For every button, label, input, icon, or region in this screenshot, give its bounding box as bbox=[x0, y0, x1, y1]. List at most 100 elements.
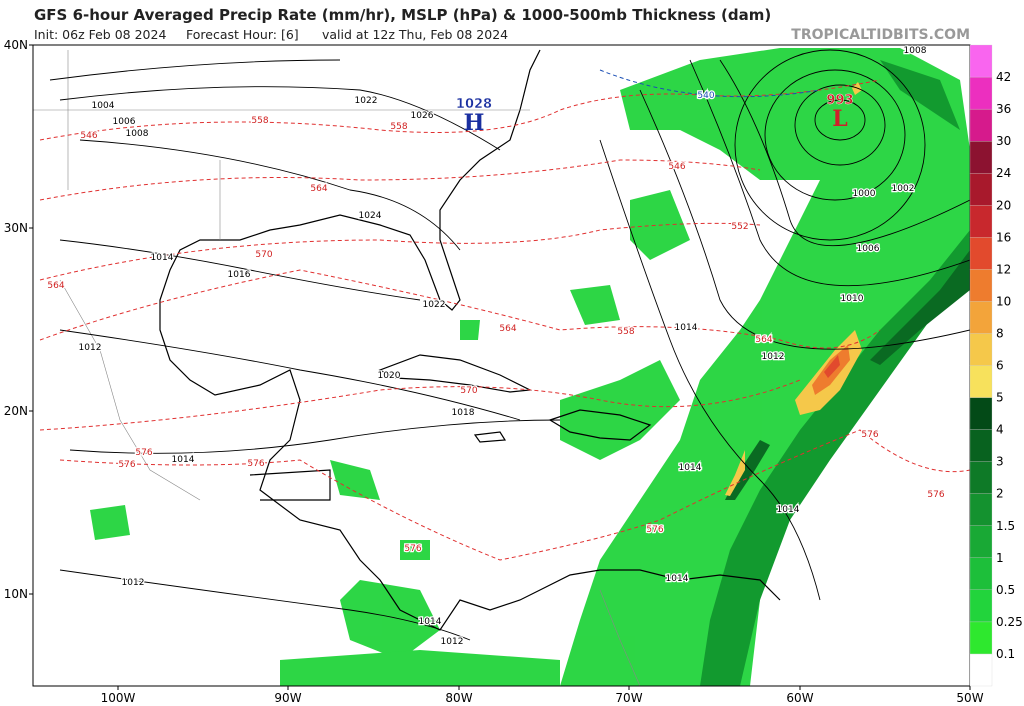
thickness-label: 576 bbox=[247, 459, 264, 469]
colorbar-cell bbox=[969, 140, 993, 174]
thickness-label: 546 bbox=[668, 162, 685, 172]
thickness-label: 564 bbox=[310, 184, 327, 194]
lon-label: 70W bbox=[615, 691, 642, 705]
isobar-label: 1014 bbox=[151, 253, 174, 263]
thickness-label: 540 bbox=[697, 91, 714, 101]
colorbar-label: 1.5 bbox=[996, 519, 1015, 533]
colorbar-label: 0.1 bbox=[996, 647, 1015, 661]
colorbar-cell bbox=[969, 365, 993, 398]
colorbar-cell bbox=[969, 621, 993, 655]
isobar-label: 1014 bbox=[666, 574, 689, 584]
pressure-letter: L bbox=[832, 106, 847, 132]
thickness-label: 570 bbox=[460, 386, 477, 396]
borders bbox=[33, 50, 641, 686]
thickness-label: 576 bbox=[118, 460, 135, 470]
colorbar-cell bbox=[969, 589, 993, 623]
init-time: Init: 06z Feb 08 2024 bbox=[34, 27, 166, 42]
thickness-label: 576 bbox=[646, 525, 663, 535]
colorbar-cell bbox=[969, 333, 993, 366]
lat-label: 40N bbox=[4, 38, 28, 52]
colorbar-cell bbox=[969, 173, 993, 206]
isobar-label: 1004 bbox=[92, 101, 115, 111]
colorbar-cell bbox=[969, 429, 993, 462]
thickness-label: 576 bbox=[135, 448, 152, 458]
colorbar-label: 8 bbox=[996, 326, 1004, 340]
forecast-hour: Forecast Hour: [6] bbox=[186, 27, 299, 42]
thickness-540 bbox=[599, 69, 821, 98]
colorbar-cell bbox=[969, 44, 993, 78]
colorbar-label: 2 bbox=[996, 487, 1004, 501]
isobar-label: 1020 bbox=[378, 371, 401, 381]
thickness-label: 564 bbox=[755, 335, 772, 345]
coastlines bbox=[159, 49, 781, 631]
valid-time: valid at 12z Thu, Feb 08 2024 bbox=[322, 27, 508, 42]
colorbar-label: 30 bbox=[996, 134, 1011, 148]
thickness-label: 558 bbox=[390, 122, 407, 132]
colorbar-label: 10 bbox=[996, 294, 1011, 308]
colorbar-cell bbox=[969, 301, 993, 334]
colorbar-label: 12 bbox=[996, 262, 1011, 276]
colorbar-cell bbox=[969, 461, 993, 494]
colorbar-label: 0.25 bbox=[996, 615, 1023, 629]
isobar-label: 1018 bbox=[452, 408, 475, 418]
isobar-label: 1016 bbox=[228, 270, 251, 280]
lon-label: 90W bbox=[274, 691, 301, 705]
lat-label: 10N bbox=[4, 587, 28, 601]
pressure-letter: H bbox=[464, 110, 485, 136]
isobar-label: 1024 bbox=[359, 211, 382, 221]
isobar-label: 1022 bbox=[355, 96, 378, 106]
thickness-label: 570 bbox=[255, 250, 272, 260]
pressure-value: 1028 bbox=[456, 97, 492, 112]
colorbar-cell bbox=[969, 205, 993, 238]
isobar-label: 1012 bbox=[762, 352, 785, 362]
isobar-label: 1014 bbox=[172, 455, 195, 465]
isobar-label: 1012 bbox=[79, 343, 102, 353]
isobar-label: 1002 bbox=[892, 184, 915, 194]
colorbar-label: 4 bbox=[996, 423, 1004, 437]
thickness-label: 576 bbox=[927, 490, 944, 500]
thickness-label: 552 bbox=[731, 222, 748, 232]
lat-label: 30N bbox=[4, 221, 28, 235]
colorbar-cell bbox=[969, 108, 993, 142]
colorbar-label: 42 bbox=[996, 70, 1011, 84]
thickness-label: 576 bbox=[861, 430, 878, 440]
isobar-label: 1010 bbox=[841, 294, 864, 304]
lon-label: 50W bbox=[956, 691, 983, 705]
isobar-label: 1008 bbox=[126, 129, 149, 139]
isobar-label: 1014 bbox=[675, 323, 698, 333]
thickness-label: 558 bbox=[617, 327, 634, 337]
colorbar-cell bbox=[969, 237, 993, 270]
colorbar-label: 24 bbox=[996, 166, 1011, 180]
isobar-label: 1014 bbox=[419, 617, 442, 627]
isobar-label: 1014 bbox=[679, 463, 702, 473]
lon-label: 100W bbox=[101, 691, 136, 705]
isobar-label: 1000 bbox=[853, 189, 876, 199]
colorbar-cell bbox=[969, 269, 993, 302]
isobar-label: 1006 bbox=[857, 244, 880, 254]
isobar-label: 1006 bbox=[113, 117, 136, 127]
thickness-label: 564 bbox=[47, 281, 64, 291]
colorbar-label: 6 bbox=[996, 359, 1004, 373]
isobar-label: 1022 bbox=[423, 300, 446, 310]
colorbar-cell bbox=[969, 557, 993, 590]
colorbar-label: 36 bbox=[996, 102, 1011, 116]
precip-intense bbox=[725, 82, 862, 496]
watermark: TROPICALTIDBITS.COM bbox=[791, 27, 970, 43]
lon-label: 60W bbox=[786, 691, 813, 705]
colorbar-label: 16 bbox=[996, 230, 1011, 244]
pressure-value: 993 bbox=[826, 93, 853, 108]
map-area bbox=[33, 45, 970, 686]
thickness-label: 564 bbox=[499, 324, 516, 334]
thickness-label: 576 bbox=[404, 544, 421, 554]
isobars bbox=[49, 49, 970, 641]
colorbar-label: 3 bbox=[996, 455, 1004, 469]
title: GFS 6-hour Averaged Precip Rate (mm/hr),… bbox=[34, 6, 771, 24]
colorbar-label: 1 bbox=[996, 551, 1004, 565]
isobar-label: 1012 bbox=[122, 578, 145, 588]
colorbar-label: 5 bbox=[996, 391, 1004, 405]
isobar-label: 1026 bbox=[411, 111, 434, 121]
thickness-label: 558 bbox=[251, 116, 268, 126]
thickness-label: 546 bbox=[80, 131, 97, 141]
isobar-label: 1008 bbox=[904, 46, 927, 56]
